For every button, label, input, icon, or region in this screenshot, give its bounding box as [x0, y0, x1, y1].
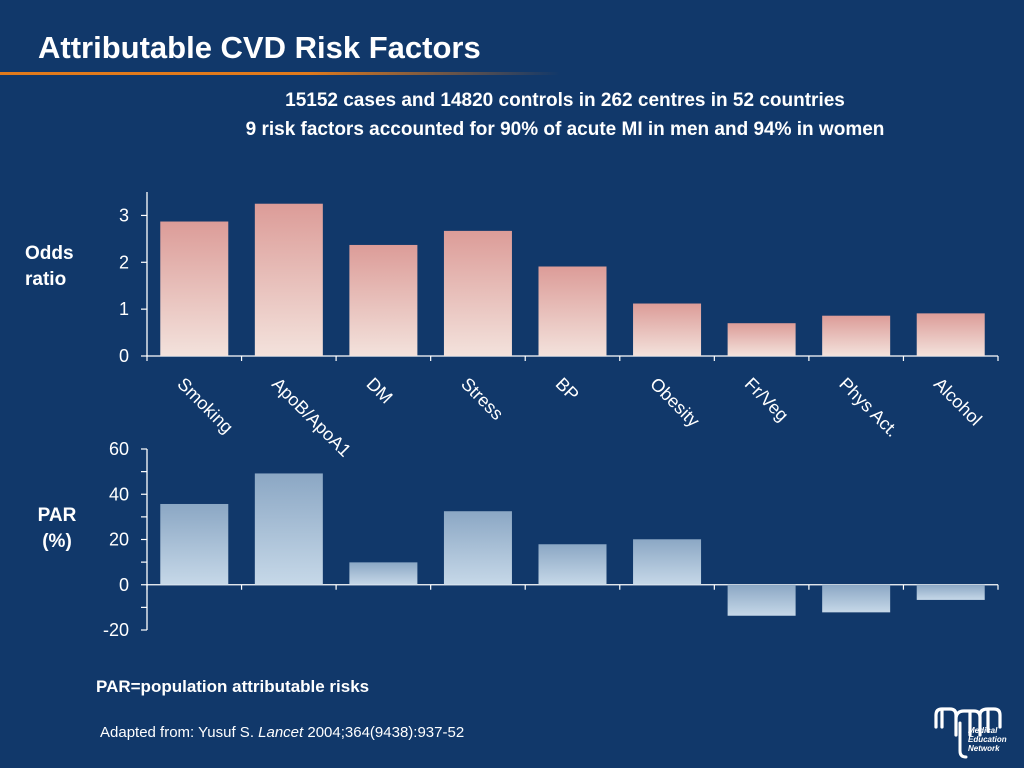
- category-label: Smoking: [173, 374, 237, 438]
- category-label: ApoB/ApoA1: [268, 374, 355, 461]
- par-bar: [822, 584, 891, 613]
- source-suffix: 2004;364(9438):937-52: [303, 724, 465, 741]
- par-y-tick-label: -20: [103, 620, 129, 640]
- odds-bar: [916, 313, 985, 356]
- subtitle-line-2: 9 risk factors accounted for 90% of acut…: [245, 119, 885, 140]
- category-label: BP: [552, 374, 583, 405]
- odds-ratio-axis-label-line-1: Odds: [25, 243, 74, 264]
- par-y-tick-label: 60: [109, 439, 129, 459]
- odds-y-tick-label: 0: [119, 346, 129, 366]
- odds-ratio-chart: 0 1 2 3 Smoking ApoB/ApoA1 DM Stress BP Obesity Fr…: [119, 192, 999, 461]
- par-bar: [349, 562, 418, 585]
- category-label: Phys Act.: [835, 374, 902, 441]
- par-bar: [443, 511, 512, 585]
- par-bar: [633, 539, 702, 585]
- odds-bar: [727, 323, 796, 356]
- logo-text-line-1: Medical: [968, 726, 998, 735]
- odds-bar: [254, 203, 323, 356]
- par-definition-note: PAR=population attributable risks: [96, 677, 370, 696]
- par-bar: [727, 584, 796, 616]
- source-journal: Lancet: [258, 724, 304, 741]
- category-label: DM: [363, 374, 397, 408]
- title-underline: [0, 72, 560, 75]
- source-prefix: Adapted from: Yusuf S.: [100, 724, 259, 741]
- logo-text-line-2: Education: [968, 735, 1007, 744]
- par-axis-label-line-2: (%): [42, 531, 72, 552]
- odds-y-tick-label: 1: [119, 299, 129, 319]
- source-citation: Adapted from: Yusuf S. Lancet 2004;364(9…: [100, 724, 464, 741]
- category-label: Fr/Veg: [741, 374, 793, 426]
- odds-ratio-axis-label-line-2: ratio: [25, 269, 67, 290]
- category-label: Obesity: [646, 374, 703, 431]
- odds-ratio-axis-label: Odds ratio: [25, 241, 74, 293]
- par-bar: [254, 473, 323, 585]
- category-label: Stress: [457, 374, 507, 424]
- odds-bar: [538, 266, 607, 356]
- par-bar: [538, 544, 607, 585]
- par-y-tick-label: 20: [109, 530, 129, 550]
- par-bar: [916, 584, 985, 600]
- par-y-tick-label: 0: [119, 575, 129, 595]
- odds-y-tick-label: 2: [119, 252, 129, 272]
- medical-education-network-logo: [934, 707, 1002, 759]
- odds-bar: [160, 221, 229, 356]
- slide-title: Attributable CVD Risk Factors: [38, 30, 481, 65]
- odds-bar: [633, 303, 702, 356]
- par-axis-label: PAR (%): [37, 503, 77, 555]
- par-y-tick-label: 40: [109, 484, 129, 504]
- odds-y-tick-label: 3: [119, 205, 129, 225]
- logo-text: Medical Education Network: [968, 726, 1007, 753]
- par-bar: [160, 503, 229, 585]
- category-label: Alcohol: [930, 374, 986, 430]
- odds-bar: [822, 315, 891, 356]
- subtitle-line-1: 15152 cases and 14820 controls in 262 ce…: [285, 90, 845, 111]
- par-chart: -20 0 20 40 60: [103, 439, 999, 640]
- odds-bar: [443, 230, 512, 356]
- odds-bar: [349, 244, 418, 356]
- par-axis-label-line-1: PAR: [37, 505, 77, 526]
- logo-text-line-3: Network: [968, 744, 1000, 753]
